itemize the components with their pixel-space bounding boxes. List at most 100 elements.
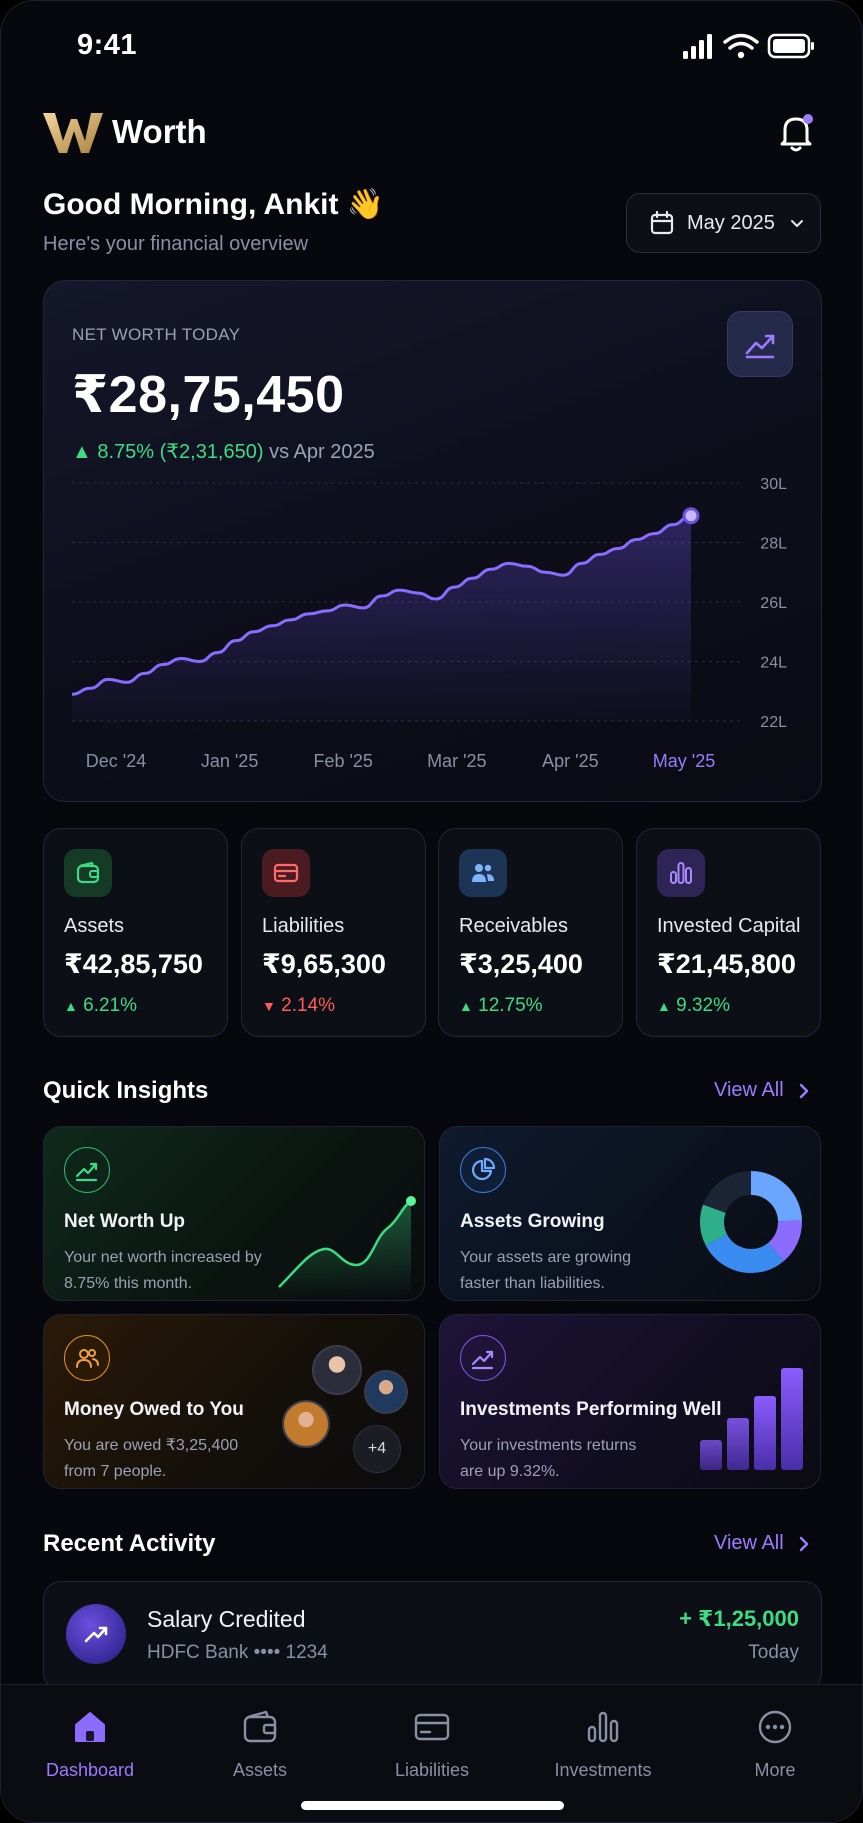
trending-up-icon	[471, 1350, 494, 1370]
insight-title: Investments Performing Well	[460, 1399, 722, 1420]
notification-bell-icon[interactable]	[773, 109, 819, 155]
insight-icon-wrap	[460, 1147, 506, 1193]
worth-logo-icon	[43, 113, 103, 153]
up-arrow-icon: ▲	[459, 998, 473, 1014]
activity-icon-wrap	[66, 1604, 126, 1664]
bottom-navigation: Dashboard Assets Liabilities	[1, 1684, 862, 1822]
stat-change: ▲ 9.32%	[657, 995, 730, 1017]
nav-item-liabilities[interactable]: Liabilities	[372, 1707, 492, 1781]
stat-card-invested-capital[interactable]: Invested Capital ₹21,45,800 ▲ 9.32%	[636, 828, 821, 1037]
trending-up-icon	[75, 1162, 98, 1182]
chart-x-tick-label: Feb '25	[313, 751, 372, 771]
stat-value: ₹42,85,750	[64, 949, 203, 979]
stat-icon-wrap	[64, 849, 112, 897]
nav-label: Liabilities	[394, 1760, 470, 1780]
insight-donut-chart	[700, 1171, 802, 1273]
activity-date: Today	[748, 1642, 799, 1663]
up-arrow-icon: ▲	[64, 998, 78, 1014]
activity-item-salary[interactable]: Salary Credited HDFC Bank •••• 1234 + ₹1…	[43, 1581, 822, 1691]
stat-change-value: 12.75%	[478, 995, 543, 1016]
trend-chart-button[interactable]	[727, 311, 793, 377]
insight-bar-chart	[700, 1368, 803, 1470]
nav-item-more[interactable]: More	[715, 1707, 835, 1781]
net-worth-card: NET WORTH TODAY ₹28,75,450 ▲ 8.75% (₹2,3…	[43, 280, 822, 802]
net-worth-label: NET WORTH TODAY	[72, 325, 241, 344]
bar-chart-icon	[670, 862, 692, 884]
notification-badge	[803, 114, 813, 124]
chart-y-tick-label: 30L	[760, 476, 787, 493]
stat-card-receivables[interactable]: Receivables ₹3,25,400 ▲ 12.75%	[438, 828, 623, 1037]
insights-view-all-link[interactable]: View All	[714, 1079, 810, 1102]
stat-icon-wrap	[459, 849, 507, 897]
more-people-count: +4	[353, 1425, 401, 1473]
insight-title: Net Worth Up	[64, 1211, 186, 1232]
nav-item-assets[interactable]: Assets	[200, 1707, 320, 1781]
insight-card-investments[interactable]: Investments Performing Well Your investm…	[439, 1314, 821, 1489]
net-worth-chart: 30L 28L 26L 24L 22L Dec '24 Jan '25 Feb '25 Mar …	[71, 476, 787, 771]
nav-label: Dashboard	[45, 1760, 135, 1780]
chart-x-tick-label: Dec '24	[86, 751, 146, 771]
insight-icon-wrap	[64, 1147, 110, 1193]
insight-sparkline	[278, 1196, 416, 1297]
stat-change-value: 2.14%	[281, 995, 336, 1016]
nav-label: Assets	[232, 1760, 288, 1780]
stat-name: Liabilities	[262, 915, 345, 937]
greeting-subtitle: Here's your financial overview	[43, 233, 309, 255]
trending-up-icon	[84, 1626, 108, 1643]
chevron-down-icon	[790, 220, 803, 227]
stat-card-assets[interactable]: Assets ₹42,85,750 ▲ 6.21%	[43, 828, 228, 1037]
view-all-label: View All	[714, 1532, 784, 1554]
period-selector-button[interactable]: May 2025	[626, 193, 821, 253]
insight-desc: Your investments returns are up 9.32%.	[460, 1437, 637, 1480]
insight-title: Assets Growing	[460, 1211, 605, 1232]
insight-desc: Your assets are growing faster than liab…	[460, 1249, 632, 1292]
stat-card-liabilities[interactable]: Liabilities ₹9,65,300 ▼ 2.14%	[241, 828, 426, 1037]
stat-change: ▲ 12.75%	[459, 995, 543, 1017]
stat-change-value: 6.21%	[83, 995, 138, 1016]
avatar	[282, 1400, 330, 1448]
signal-icon	[683, 34, 712, 59]
chart-y-tick-label: 24L	[760, 655, 787, 672]
avatar	[312, 1345, 362, 1395]
activity-title: Salary Credited	[147, 1606, 306, 1632]
stat-name: Invested Capital	[657, 915, 801, 937]
wifi-icon	[723, 33, 759, 50]
stat-icon-wrap	[657, 849, 705, 897]
chart-y-tick-label: 28L	[760, 536, 787, 553]
status-time: 9:41	[77, 29, 138, 61]
quick-insights-title: Quick Insights	[43, 1077, 209, 1104]
insight-icon-wrap	[460, 1335, 506, 1381]
insight-card-assets[interactable]: Assets Growing Your assets are growing f…	[439, 1126, 821, 1301]
insight-desc: Your net worth increased by 8.75% this m…	[64, 1249, 262, 1292]
battery-icon	[767, 33, 814, 59]
nav-label: More	[754, 1760, 796, 1780]
users-icon	[472, 864, 494, 882]
avatar	[364, 1370, 408, 1414]
insight-icon-wrap	[64, 1335, 110, 1381]
nav-item-investments[interactable]: Investments	[543, 1707, 663, 1781]
more-icon	[758, 1710, 792, 1744]
chart-x-tick-label: Mar '25	[427, 751, 486, 771]
stat-value: ₹21,45,800	[657, 949, 796, 979]
stat-value: ₹3,25,400	[459, 949, 583, 979]
insight-card-net-worth[interactable]: Net Worth Up Your net worth increased by…	[43, 1126, 425, 1301]
wallet-icon	[243, 1710, 277, 1743]
net-worth-change-value: 8.75% (₹2,31,650)	[97, 441, 264, 463]
nav-item-dashboard[interactable]: Dashboard	[30, 1707, 150, 1781]
activity-view-all-link[interactable]: View All	[714, 1532, 810, 1555]
nav-label: Investments	[554, 1760, 652, 1780]
stat-change-value: 9.32%	[676, 995, 731, 1016]
chevron-right-icon	[799, 1536, 808, 1551]
chart-y-tick-label: 26L	[760, 595, 787, 612]
stat-icon-wrap	[262, 849, 310, 897]
home-indicator	[301, 1801, 564, 1810]
insight-desc: You are owed ₹3,25,400 from 7 people.	[64, 1437, 239, 1480]
net-worth-change-suffix: vs Apr 2025	[269, 441, 375, 463]
chart-x-tick-label: May '25	[653, 751, 715, 771]
card-icon	[273, 863, 299, 883]
up-arrow-icon: ▲	[657, 998, 671, 1014]
insight-card-receivables[interactable]: Money Owed to You You are owed ₹3,25,400…	[43, 1314, 425, 1489]
chart-x-tick-label: Apr '25	[542, 751, 598, 771]
insight-title: Money Owed to You	[64, 1399, 244, 1420]
